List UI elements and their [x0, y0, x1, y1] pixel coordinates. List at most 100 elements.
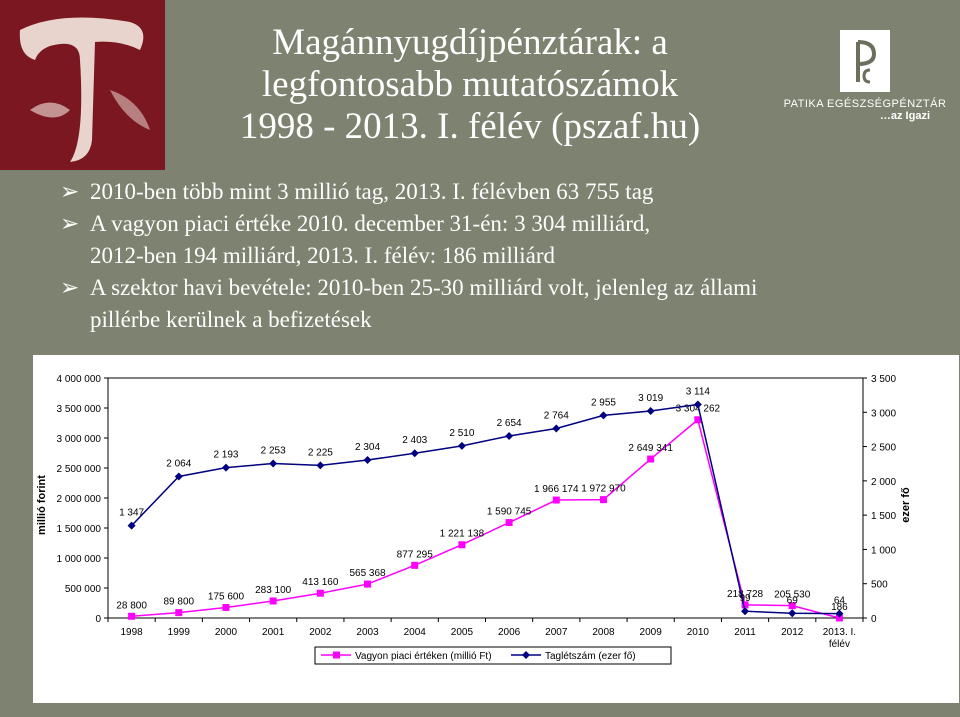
bullet-text: 2010-ben több mint 3 millió tag, 2013. I…	[90, 179, 654, 204]
y-tick-label: 2 500 000	[57, 464, 102, 475]
x-tick-label: 2013. I.	[823, 627, 856, 638]
bullet-text-continued: 2012-ben 194 milliárd, 2013. I. félév: 1…	[90, 243, 556, 268]
data-label: 2 064	[166, 458, 191, 469]
data-label: 3 114	[686, 386, 711, 397]
arrow-bullet-icon: ➢	[60, 211, 80, 236]
data-point	[127, 521, 136, 530]
arrow-bullet-icon: ➢	[60, 179, 80, 204]
data-label: 2 253	[261, 446, 286, 457]
y-tick-label: 1 500 000	[57, 524, 102, 535]
plot-area	[107, 377, 864, 619]
data-point	[646, 406, 655, 415]
legend-marker	[333, 651, 340, 659]
data-point	[552, 496, 560, 504]
data-label: 89 800	[163, 597, 194, 608]
y2-tick-label: 2 000	[871, 477, 896, 488]
x-tick-label: 2006	[498, 627, 521, 638]
data-label: 2 955	[591, 397, 616, 408]
data-point	[364, 580, 372, 588]
x-tick-label: 2011	[734, 627, 756, 638]
bullet-text: A vagyon piaci értéke 2010. december 31-…	[90, 211, 651, 236]
data-label: 205 530	[774, 590, 811, 601]
data-point	[694, 416, 702, 424]
data-label: 413 160	[302, 577, 339, 588]
y2-tick-label: 1 000	[871, 545, 896, 556]
logo-mark-icon	[840, 30, 890, 92]
legend-marker	[522, 651, 530, 659]
logo-patika: PATIKA EGÉSZSÉGPÉNZTÁR …az Igazi	[780, 30, 950, 140]
y2-tick-label: 500	[871, 580, 888, 591]
y-axis-label: millió forint	[36, 475, 48, 535]
data-label: 218 728	[727, 589, 764, 600]
data-point	[410, 449, 419, 458]
data-point	[835, 614, 843, 622]
y-tick-label: 2 000 000	[57, 494, 102, 505]
line-chart: millió forint ezer fő 0 500 000 1 000 000 1…	[36, 374, 912, 665]
x-tick-label: 2012	[781, 627, 804, 638]
data-label: 186	[831, 602, 848, 613]
data-label: 2 304	[355, 442, 380, 453]
data-label: 1 221 138	[440, 529, 485, 540]
data-label: 1 590 745	[487, 507, 532, 518]
y-tick-label: 0	[95, 614, 101, 625]
data-label: 1 966 174	[534, 484, 579, 495]
data-label: 3 019	[638, 393, 663, 404]
y2-tick-label: 1 500	[871, 511, 896, 522]
x-tick-label: 2000	[215, 627, 238, 638]
y2-axis-label: ezer fő	[900, 487, 912, 523]
data-label: 69	[787, 595, 799, 606]
series-line	[131, 403, 840, 615]
data-point	[505, 432, 514, 441]
data-label: 2 764	[544, 410, 569, 421]
data-label: 2 649 341	[628, 443, 673, 454]
y-tick-label: 4 000 000	[57, 374, 102, 385]
y-tick-label: 500 000	[65, 584, 102, 595]
data-point	[316, 461, 325, 470]
y-tick-label: 1 000 000	[57, 554, 102, 565]
x-tick-label: 2010	[687, 627, 710, 638]
x-tick-label: 2005	[451, 627, 474, 638]
data-point	[316, 589, 324, 597]
data-point	[221, 463, 230, 472]
data-point	[175, 609, 183, 617]
page-title: Magánnyugdíjpénztárak: a legfontosabb mu…	[170, 22, 770, 148]
bullet-list: ➢ 2010-ben több mint 3 millió tag, 2013.…	[60, 176, 940, 336]
data-point	[457, 441, 466, 450]
bullet-item: ➢ A vagyon piaci értéke 2010. december 3…	[60, 208, 940, 272]
legend-box	[314, 646, 672, 665]
data-label: 28 800	[116, 600, 147, 611]
x-tick-label: 1998	[120, 627, 143, 638]
data-label: 64	[834, 596, 846, 607]
data-point	[788, 609, 797, 618]
data-label: 877 295	[397, 549, 434, 560]
logo-tagline: …az Igazi	[879, 110, 930, 122]
x-tick-label: 2003	[356, 627, 379, 638]
title-line-3: 1998 - 2013. I. félév (pszaf.hu)	[239, 106, 701, 147]
data-point	[269, 459, 278, 468]
chart-panel: millió forint ezer fő 0 500 000 1 000 000 1…	[33, 355, 959, 703]
x-tick-label: 2009	[640, 627, 663, 638]
x-tick-label: 2008	[592, 627, 615, 638]
data-point	[174, 472, 183, 481]
data-point	[599, 411, 608, 420]
y-tick-label: 3 500 000	[57, 404, 102, 415]
data-point	[599, 496, 607, 504]
data-point	[363, 456, 372, 465]
data-point	[411, 561, 419, 569]
data-label: 565 368	[349, 568, 386, 579]
data-label: 2 654	[497, 418, 522, 429]
data-label: 1 972 970	[581, 484, 626, 495]
data-point	[647, 455, 655, 463]
y2-tick-label: 2 500	[871, 443, 896, 454]
bullet-text: A szektor havi bevétele: 2010-ben 25-30 …	[90, 275, 758, 300]
data-label: 2 403	[402, 435, 427, 446]
bullet-text-continued: pillérbe kerülnek a befizetések	[90, 307, 372, 332]
y2-tick-label: 0	[871, 614, 877, 625]
data-label: 283 100	[255, 585, 292, 596]
data-point	[835, 609, 844, 618]
data-point	[458, 541, 466, 549]
data-point	[128, 612, 136, 620]
y-tick-label: 3 000 000	[57, 434, 102, 445]
data-point	[741, 607, 750, 616]
bullet-item: ➢ 2010-ben több mint 3 millió tag, 2013.…	[60, 176, 940, 208]
